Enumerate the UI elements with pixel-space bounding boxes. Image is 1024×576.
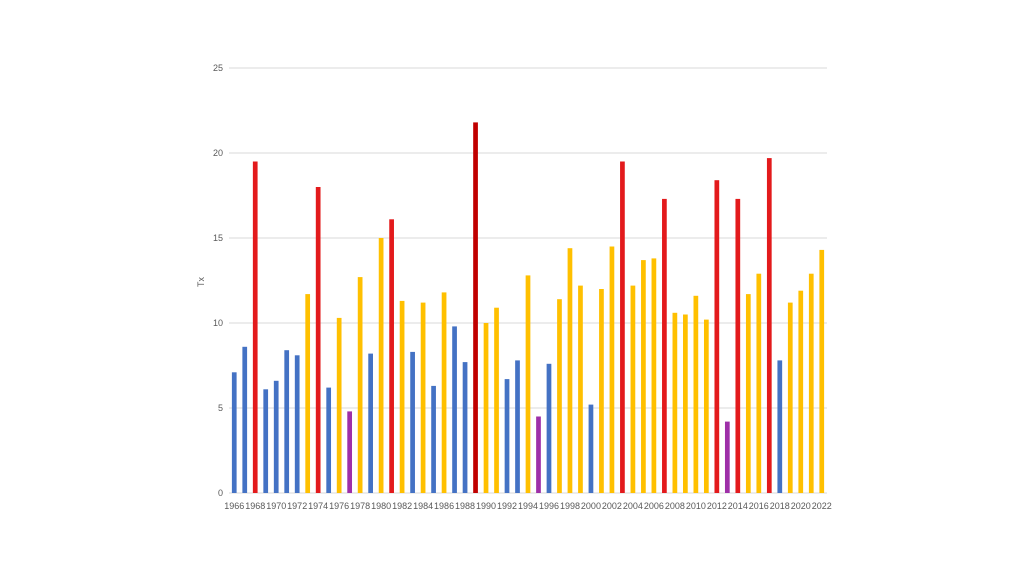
bar-1996 [546, 363, 552, 493]
bar-2022 [819, 249, 825, 493]
bar-1984 [420, 302, 426, 493]
bar-1993 [515, 360, 520, 493]
bar-1982 [399, 300, 405, 493]
bar-2000 [588, 404, 594, 493]
bar-1974 [315, 187, 321, 493]
bar-2011 [703, 319, 709, 493]
bar-1979 [368, 353, 373, 493]
bar-2002 [609, 246, 615, 493]
x-tick-label: 2014 [728, 501, 748, 511]
bar-1988 [462, 362, 468, 493]
bar-1971 [284, 350, 290, 493]
x-tick-label: 2006 [644, 501, 664, 511]
x-tick-label: 1968 [245, 501, 265, 511]
bar-1968 [252, 161, 258, 493]
bar-2014 [735, 198, 741, 493]
bar-1990 [483, 323, 489, 493]
x-tick-label: 1986 [434, 501, 454, 511]
x-tick-label: 1980 [371, 501, 391, 511]
bar-2009 [683, 314, 688, 493]
x-tick-label: 1972 [287, 501, 307, 511]
y-tick-label: 5 [218, 403, 223, 413]
x-tick-label: 1998 [560, 501, 580, 511]
bar-1987 [452, 326, 457, 493]
bar-2020 [798, 290, 804, 493]
bar-2013 [724, 421, 730, 493]
x-tick-label: 1966 [224, 501, 244, 511]
x-tick-label: 1994 [518, 501, 538, 511]
bar-2004 [630, 285, 636, 493]
x-axis-ticks: 1966 1968 1970 1972 1974 1976 1978 1980 1982 1984… [224, 501, 832, 511]
bar-1978 [357, 277, 363, 493]
x-tick-label: 2012 [707, 501, 727, 511]
bar-1983 [410, 351, 415, 493]
bar-1976 [336, 317, 342, 493]
x-tick-label: 1970 [266, 501, 286, 511]
bar-1992 [504, 379, 510, 493]
bar-2003 [620, 161, 625, 493]
bar-1997 [557, 299, 562, 493]
x-tick-label: 1988 [455, 501, 475, 511]
y-axis-label: Tx [196, 277, 206, 287]
x-tick-label: 2018 [770, 501, 790, 511]
y-tick-label: 0 [218, 488, 223, 498]
bar-1970 [273, 380, 279, 493]
bar-2021 [808, 273, 814, 493]
x-tick-label: 2000 [581, 501, 601, 511]
bar-2007 [662, 198, 667, 493]
x-tick-label: 1976 [329, 501, 349, 511]
y-axis-ticks: 0 5 10 15 20 25 [213, 63, 223, 498]
y-tick-label: 20 [213, 148, 223, 158]
bar-1998 [567, 248, 573, 493]
bar-2012 [714, 180, 720, 493]
bar-2001 [599, 289, 604, 493]
bar-2010 [693, 295, 699, 493]
bar-1966 [231, 372, 237, 493]
bar-1981 [389, 219, 394, 494]
y-tick-label: 15 [213, 233, 223, 243]
x-tick-label: 1992 [497, 501, 517, 511]
bar-2015 [745, 294, 751, 493]
bar-1977 [347, 411, 353, 493]
x-tick-label: 1978 [350, 501, 370, 511]
x-tick-label: 2022 [812, 501, 832, 511]
bar-1991 [494, 307, 499, 493]
x-tick-label: 2010 [686, 501, 706, 511]
bar-1995 [536, 416, 541, 493]
y-tick-label: 25 [213, 63, 223, 73]
bar-1975 [326, 387, 332, 493]
bar-1986 [441, 292, 447, 493]
bar-2018 [777, 360, 783, 493]
bar-1972 [294, 355, 300, 493]
x-tick-label: 1984 [413, 501, 433, 511]
x-tick-label: 2016 [749, 501, 769, 511]
bar-1973 [305, 294, 311, 493]
x-tick-label: 1974 [308, 501, 328, 511]
bar-1985 [431, 385, 436, 493]
x-tick-label: 2002 [602, 501, 622, 511]
bar-1980 [378, 238, 384, 493]
x-tick-label: 2020 [791, 501, 811, 511]
bar-2016 [756, 273, 762, 493]
bar-1967 [242, 346, 248, 493]
bar-1989 [473, 122, 478, 494]
x-tick-label: 1996 [539, 501, 559, 511]
bar-2017 [766, 158, 772, 493]
bar-2005 [641, 260, 646, 493]
bar-2008 [672, 312, 678, 493]
x-tick-label: 1982 [392, 501, 412, 511]
x-tick-label: 2004 [623, 501, 643, 511]
x-tick-label: 2008 [665, 501, 685, 511]
bar-1999 [578, 285, 583, 493]
bar-1994 [525, 275, 531, 493]
bars [231, 122, 825, 494]
x-tick-label: 1990 [476, 501, 496, 511]
bar-2019 [787, 302, 793, 493]
y-tick-label: 10 [213, 318, 223, 328]
bar-1969 [263, 389, 269, 493]
bar-2006 [651, 258, 657, 493]
